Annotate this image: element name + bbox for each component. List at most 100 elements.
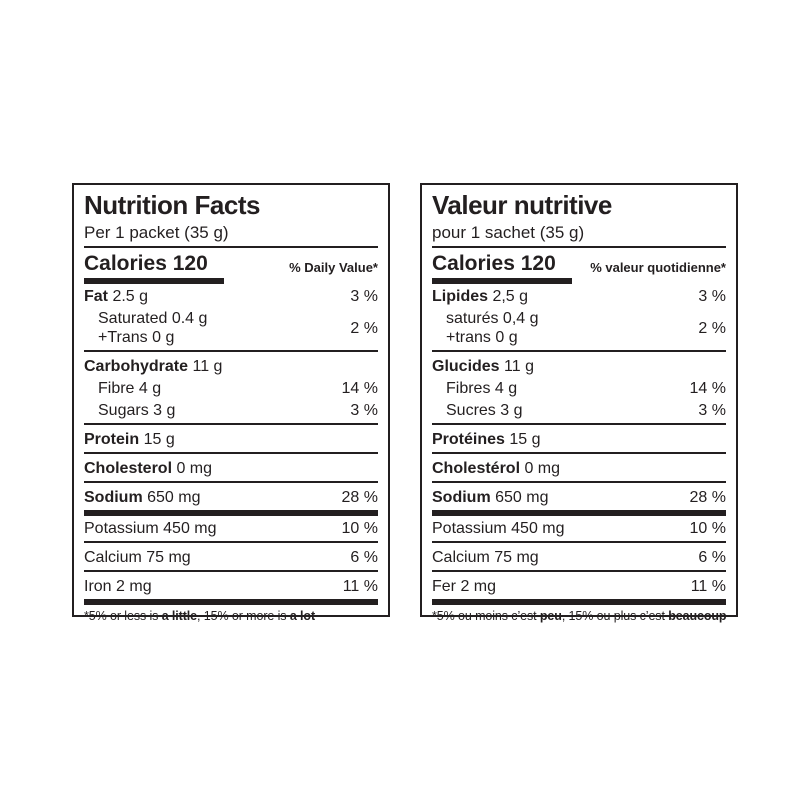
carbohydrate-amount: 11 g xyxy=(188,358,223,375)
potassium-label: Potassium 450 mg xyxy=(432,520,565,537)
saturated-line: Saturated 0.4 g xyxy=(98,310,208,327)
protein-name: Protéines xyxy=(432,431,505,448)
footnote-en: *5% or less is a little, 15% or more is … xyxy=(84,609,378,624)
row-fibre: Fibre 4 g 14 % xyxy=(84,379,378,398)
sodium-label: Sodium 650 mg xyxy=(432,488,548,507)
footnote-text: *5% or less is xyxy=(84,609,162,623)
footnote-bold-peu: peu xyxy=(539,609,562,623)
calories-row-en: Calories 120 % Daily Value* xyxy=(84,252,378,276)
protein-amount: 15 g xyxy=(504,431,541,448)
calories-row-fr: Calories 120 % valeur quotidienne* xyxy=(432,252,726,276)
row-sodium: Sodium 650 mg 28 % xyxy=(432,488,726,507)
divider xyxy=(432,452,726,454)
sodium-label: Sodium 650 mg xyxy=(84,488,200,507)
footnote-fr: *5% ou moins c’est peu, 15% ou plus c’es… xyxy=(432,609,727,624)
sodium-amount: 650 mg xyxy=(490,489,549,506)
sugars-label: Sugars 3 g xyxy=(98,402,176,419)
daily-value-header: % valeur quotidienne* xyxy=(590,260,726,275)
iron-dv: 11 % xyxy=(342,578,378,595)
valeur-nutritive-panel-fr: Valeur nutritive pour 1 sachet (35 g) Ca… xyxy=(420,183,738,623)
thick-divider xyxy=(84,599,378,605)
footnote-bold-a-little: a little xyxy=(161,609,198,623)
cholesterol-amount: 0 mg xyxy=(172,460,213,477)
row-iron: Iron 2 mg 11 % xyxy=(84,577,378,596)
row-calcium: Calcium 75 mg 6 % xyxy=(84,548,378,567)
footnote-text: *5% ou moins c’est xyxy=(432,609,540,623)
fat-name: Fat xyxy=(84,288,108,305)
panel-title-fr: Valeur nutritive xyxy=(432,190,612,220)
potassium-label: Potassium 450 mg xyxy=(84,520,217,537)
divider xyxy=(84,452,378,454)
fat-dv: 3 % xyxy=(698,288,726,305)
fibre-dv: 14 % xyxy=(689,380,726,397)
saturated-line: saturés 0,4 g xyxy=(446,310,539,327)
row-carbohydrate: Glucides 11 g xyxy=(432,357,726,376)
divider xyxy=(84,570,378,572)
footnote-bold-a-lot: a lot xyxy=(289,609,316,623)
protein-amount: 15 g xyxy=(139,431,175,448)
serving-size-en: Per 1 packet (35 g) xyxy=(84,223,229,242)
divider xyxy=(432,481,726,483)
row-sugars: Sugars 3 g 3 % xyxy=(84,401,378,420)
calories-value: Calories 120 xyxy=(84,252,208,275)
fat-amount: 2,5 g xyxy=(488,288,529,305)
row-protein: Protein 15 g xyxy=(84,430,378,449)
calories-value: Calories 120 xyxy=(432,252,556,275)
calcium-label: Calcium 75 mg xyxy=(84,549,191,566)
thick-divider xyxy=(84,510,378,516)
row-calcium: Calcium 75 mg 6 % xyxy=(432,548,726,567)
calcium-dv: 6 % xyxy=(350,549,378,566)
divider xyxy=(432,541,726,543)
daily-value-header: % Daily Value* xyxy=(289,260,378,275)
carbohydrate-label: Glucides 11 g xyxy=(432,357,534,376)
fibre-dv: 14 % xyxy=(341,380,378,397)
carbohydrate-label: Carbohydrate 11 g xyxy=(84,357,222,376)
divider xyxy=(432,570,726,572)
iron-label: Iron 2 mg xyxy=(84,578,152,595)
divider xyxy=(432,423,726,425)
sugars-dv: 3 % xyxy=(350,402,378,419)
carbohydrate-name: Glucides xyxy=(432,358,500,375)
saturated-trans-dv: 2 % xyxy=(698,319,726,337)
protein-label: Protein 15 g xyxy=(84,430,175,449)
carbohydrate-name: Carbohydrate xyxy=(84,358,189,375)
potassium-dv: 10 % xyxy=(341,520,378,537)
calcium-label: Calcium 75 mg xyxy=(432,549,539,566)
divider xyxy=(432,246,726,248)
calcium-dv: 6 % xyxy=(698,549,726,566)
sugars-label: Sucres 3 g xyxy=(446,402,523,419)
iron-label: Fer 2 mg xyxy=(432,578,497,595)
row-iron: Fer 2 mg 11 % xyxy=(432,577,726,596)
row-sodium: Sodium 650 mg 28 % xyxy=(84,488,378,507)
sodium-name: Sodium xyxy=(432,489,491,506)
row-sugars: Sucres 3 g 3 % xyxy=(432,401,726,420)
fat-label: Lipides 2,5 g xyxy=(432,287,528,306)
row-potassium: Potassium 450 mg 10 % xyxy=(432,519,726,538)
thick-divider xyxy=(432,510,726,516)
divider xyxy=(84,423,378,425)
calories-underline-bar xyxy=(432,278,572,284)
cholesterol-name: Cholesterol xyxy=(84,460,173,477)
divider xyxy=(84,246,378,248)
fibre-label: Fibres 4 g xyxy=(446,380,518,397)
cholesterol-label: Cholesterol 0 mg xyxy=(84,459,212,478)
divider xyxy=(432,350,726,352)
thick-divider xyxy=(432,599,726,605)
sodium-dv: 28 % xyxy=(689,489,726,506)
divider xyxy=(84,481,378,483)
row-fat: Lipides 2,5 g 3 % xyxy=(432,287,726,306)
nutrition-facts-panel-en: Nutrition Facts Per 1 packet (35 g) Calo… xyxy=(72,183,390,623)
footnote-text: , 15% ou plus c’est xyxy=(561,609,669,623)
serving-size-fr: pour 1 sachet (35 g) xyxy=(432,223,585,242)
row-saturated-trans: saturés 0,4 g +trans 0 g 2 % xyxy=(432,309,726,347)
fat-label: Fat 2.5 g xyxy=(84,287,148,306)
saturated-trans-label: saturés 0,4 g +trans 0 g xyxy=(432,309,539,347)
protein-label: Protéines 15 g xyxy=(432,430,541,449)
row-saturated-trans: Saturated 0.4 g +Trans 0 g 2 % xyxy=(84,309,378,347)
row-protein: Protéines 15 g xyxy=(432,430,726,449)
sodium-amount: 650 mg xyxy=(142,489,201,506)
saturated-trans-dv: 2 % xyxy=(350,319,378,337)
saturated-trans-label: Saturated 0.4 g +Trans 0 g xyxy=(84,309,207,347)
iron-dv: 11 % xyxy=(690,578,726,595)
